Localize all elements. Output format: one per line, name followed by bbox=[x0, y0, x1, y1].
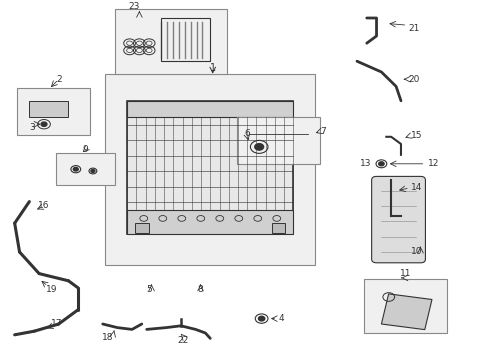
Text: 4: 4 bbox=[278, 314, 284, 323]
Text: 10: 10 bbox=[410, 248, 422, 256]
Text: 15: 15 bbox=[410, 131, 422, 140]
Bar bbox=[271, 223, 285, 233]
Text: 22: 22 bbox=[177, 336, 189, 345]
FancyBboxPatch shape bbox=[237, 117, 320, 164]
Text: 3: 3 bbox=[29, 123, 35, 132]
Text: 6: 6 bbox=[244, 129, 249, 138]
FancyBboxPatch shape bbox=[115, 9, 227, 74]
FancyBboxPatch shape bbox=[105, 74, 315, 265]
Circle shape bbox=[91, 170, 95, 172]
Circle shape bbox=[378, 162, 384, 166]
Text: 13: 13 bbox=[359, 159, 371, 168]
Text: 11: 11 bbox=[399, 269, 411, 278]
FancyBboxPatch shape bbox=[56, 153, 115, 185]
Text: 20: 20 bbox=[407, 75, 419, 84]
Text: 9: 9 bbox=[82, 145, 88, 154]
Bar bbox=[127, 101, 293, 117]
Circle shape bbox=[258, 316, 264, 321]
Text: 1: 1 bbox=[209, 63, 215, 73]
Bar bbox=[127, 210, 293, 234]
Text: 8: 8 bbox=[197, 285, 203, 294]
Bar bbox=[29, 101, 68, 117]
Circle shape bbox=[41, 122, 47, 126]
Text: 18: 18 bbox=[102, 333, 113, 342]
Circle shape bbox=[254, 144, 263, 150]
Text: 23: 23 bbox=[128, 2, 140, 11]
Text: 16: 16 bbox=[38, 201, 50, 210]
Bar bbox=[381, 294, 431, 330]
Bar bbox=[127, 101, 293, 234]
Text: 14: 14 bbox=[410, 183, 421, 192]
Text: 2: 2 bbox=[56, 75, 61, 84]
FancyBboxPatch shape bbox=[371, 176, 425, 263]
Text: 17: 17 bbox=[50, 320, 62, 328]
Circle shape bbox=[73, 167, 78, 171]
Text: 19: 19 bbox=[45, 285, 57, 294]
Bar bbox=[161, 18, 210, 61]
Text: 21: 21 bbox=[407, 24, 419, 33]
Text: 12: 12 bbox=[427, 159, 438, 168]
FancyBboxPatch shape bbox=[364, 279, 447, 333]
Text: 5: 5 bbox=[146, 285, 152, 294]
FancyBboxPatch shape bbox=[17, 88, 90, 135]
Text: 7: 7 bbox=[319, 127, 325, 136]
Bar bbox=[135, 223, 148, 233]
